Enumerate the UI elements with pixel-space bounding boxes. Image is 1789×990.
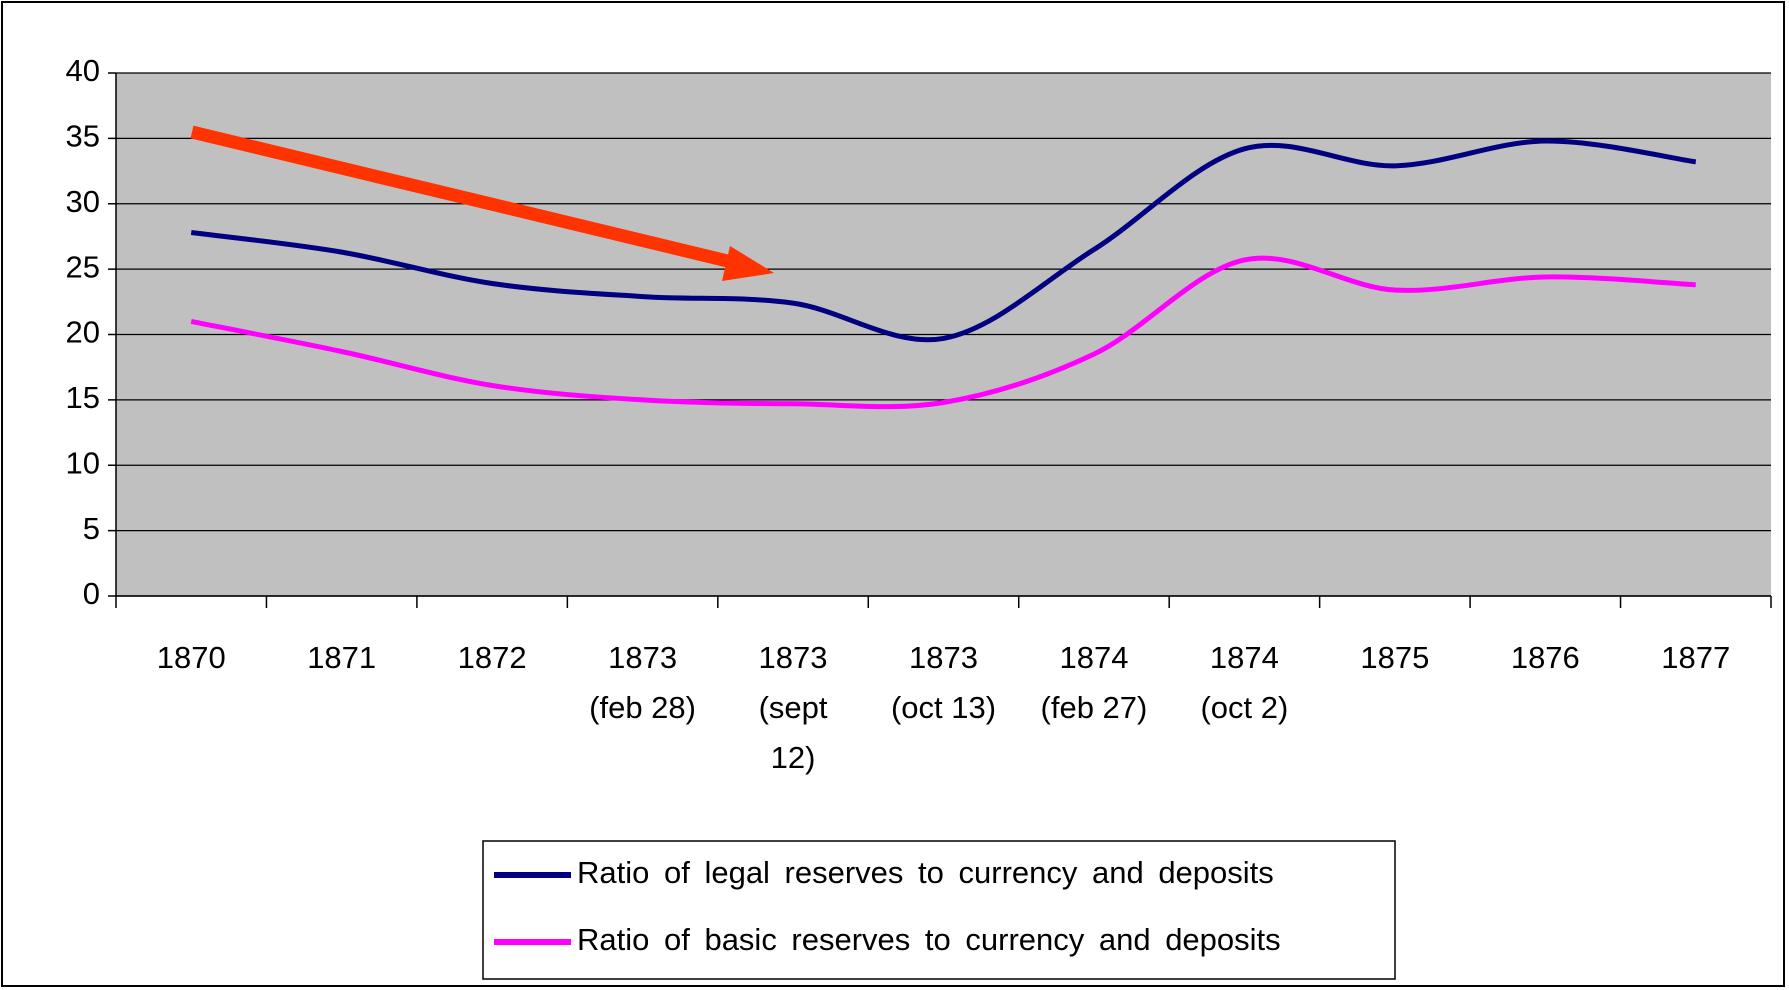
y-tick-label: 40 <box>66 53 100 88</box>
series-line <box>190 255 1696 410</box>
x-tick-label-box: 1873 (oct 13) <box>890 640 997 725</box>
y-tick-label: 15 <box>66 380 100 415</box>
x-tick-label: 1873 (oct 13) <box>890 640 997 725</box>
series-line <box>190 138 1697 343</box>
x-tick-label-box: 1873 (sept 12) <box>758 640 828 775</box>
y-tick-label: 5 <box>83 511 100 546</box>
x-tick-label: 1873 (sept 12) <box>758 640 828 775</box>
x-tick-label-box: 1875 <box>1360 640 1430 675</box>
x-tick-label: 1870 <box>156 640 226 675</box>
x-tick-label: 1874 (feb 27) <box>1040 640 1148 725</box>
y-tick-label: 30 <box>66 184 100 219</box>
x-tick-label-box: 1874 (feb 27) <box>1040 640 1148 725</box>
x-tick-label: 1874 (oct 2) <box>1200 640 1289 725</box>
y-tick-label: 10 <box>66 445 100 480</box>
x-tick-label-box: 1870 <box>156 640 226 675</box>
x-tick-label: 1875 <box>1360 640 1430 675</box>
x-tick-label: 1877 <box>1661 640 1731 675</box>
x-tick-label-box: 1877 <box>1661 640 1731 675</box>
x-tick-label: 1872 <box>457 640 527 675</box>
y-tick-label: 20 <box>66 315 100 350</box>
annotation-arrow-shaft <box>190 125 742 271</box>
y-tick-label: 35 <box>66 119 100 154</box>
legend-label: Ratio of legal reserves to currency and … <box>577 855 1274 890</box>
x-tick-label-box: 1871 <box>307 640 377 675</box>
x-tick-label: 1873 (feb 28) <box>589 640 696 725</box>
x-tick-label-box: 1874 (oct 2) <box>1200 640 1289 725</box>
x-tick-label-box: 1872 <box>457 640 527 675</box>
legend-box <box>482 840 1396 980</box>
y-tick-label: 25 <box>66 249 100 284</box>
x-tick-label-box: 1876 <box>1510 640 1580 675</box>
x-tick-label: 1876 <box>1510 640 1580 675</box>
y-tick-label: 0 <box>83 576 100 611</box>
x-tick-label: 1871 <box>307 640 377 675</box>
annotation-arrow-head <box>722 246 774 281</box>
x-tick-label-box: 1873 (feb 28) <box>589 640 696 725</box>
legend-label: Ratio of basic reserves to currency and … <box>577 922 1281 957</box>
